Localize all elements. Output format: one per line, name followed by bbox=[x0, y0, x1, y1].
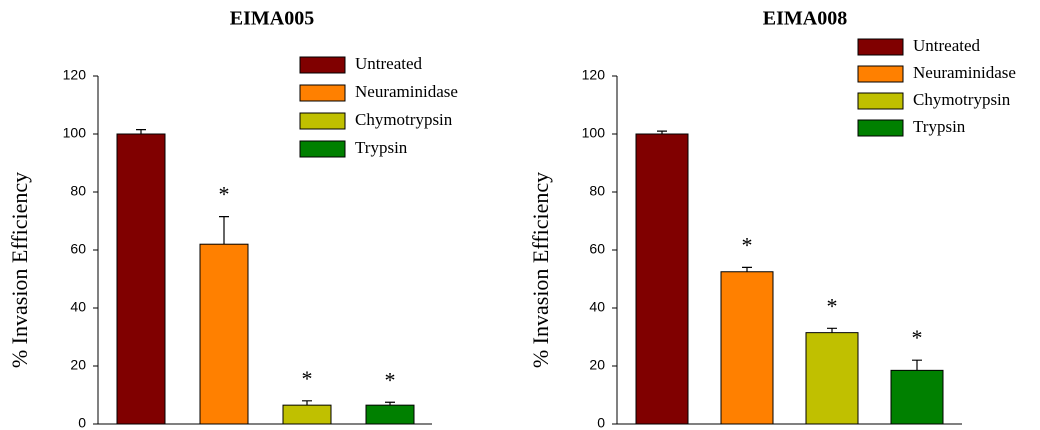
legend-swatch bbox=[299, 112, 346, 130]
significance-marker: * bbox=[742, 232, 753, 257]
y-tick-label: 40 bbox=[70, 299, 86, 315]
bar bbox=[720, 271, 774, 425]
error-bar bbox=[385, 401, 395, 406]
error-bar bbox=[657, 130, 667, 134]
y-tick-label: 80 bbox=[589, 183, 605, 199]
significance-marker: * bbox=[302, 366, 313, 391]
bar bbox=[116, 133, 166, 425]
bar bbox=[635, 133, 689, 425]
legend-swatch bbox=[299, 140, 346, 158]
y-tick-label: 0 bbox=[597, 415, 605, 430]
legend-label: Trypsin bbox=[355, 138, 408, 157]
chart-title: EIMA008 bbox=[763, 8, 847, 30]
y-tick-label: 20 bbox=[70, 357, 86, 373]
y-axis-label: % Invasion Efficiency bbox=[7, 172, 32, 368]
y-tick-label: 120 bbox=[582, 67, 606, 83]
legend-swatch bbox=[299, 84, 346, 102]
chart-title: EIMA005 bbox=[230, 8, 314, 30]
legend-label: Chymotrypsin bbox=[913, 90, 1011, 109]
y-axis-label: % Invasion Efficiency bbox=[528, 172, 553, 368]
error-bar bbox=[219, 216, 229, 245]
legend-swatch bbox=[857, 65, 904, 83]
y-tick-label: 0 bbox=[78, 415, 86, 430]
y-tick-label: 40 bbox=[589, 299, 605, 315]
legend-swatch bbox=[857, 92, 904, 110]
y-tick-label: 60 bbox=[70, 241, 86, 257]
legend-label: Trypsin bbox=[913, 117, 966, 136]
legend-label: Untreated bbox=[913, 36, 981, 55]
bar bbox=[890, 369, 944, 425]
bar bbox=[365, 404, 415, 425]
error-bar bbox=[912, 359, 922, 371]
legend-label: Neuraminidase bbox=[913, 63, 1016, 82]
bar bbox=[805, 332, 859, 425]
error-bar bbox=[136, 129, 146, 134]
legend-swatch bbox=[299, 56, 346, 74]
error-bar bbox=[302, 400, 312, 406]
error-bar bbox=[742, 266, 752, 272]
error-bar bbox=[827, 327, 837, 333]
significance-marker: * bbox=[219, 182, 230, 207]
legend-label: Chymotrypsin bbox=[355, 110, 453, 129]
significance-marker: * bbox=[385, 367, 396, 392]
significance-marker: * bbox=[827, 293, 838, 318]
y-tick-label: 60 bbox=[589, 241, 605, 257]
significance-marker: * bbox=[912, 325, 923, 350]
y-tick-label: 120 bbox=[63, 67, 87, 83]
y-tick-label: 100 bbox=[582, 125, 606, 141]
legend-swatch bbox=[857, 38, 904, 56]
legend-label: Neuraminidase bbox=[355, 82, 458, 101]
y-tick-label: 80 bbox=[70, 183, 86, 199]
y-tick-label: 20 bbox=[589, 357, 605, 373]
legend-label: Untreated bbox=[355, 54, 423, 73]
bar bbox=[199, 243, 249, 425]
y-tick-label: 100 bbox=[63, 125, 87, 141]
legend-swatch bbox=[857, 119, 904, 137]
bar bbox=[282, 404, 332, 425]
